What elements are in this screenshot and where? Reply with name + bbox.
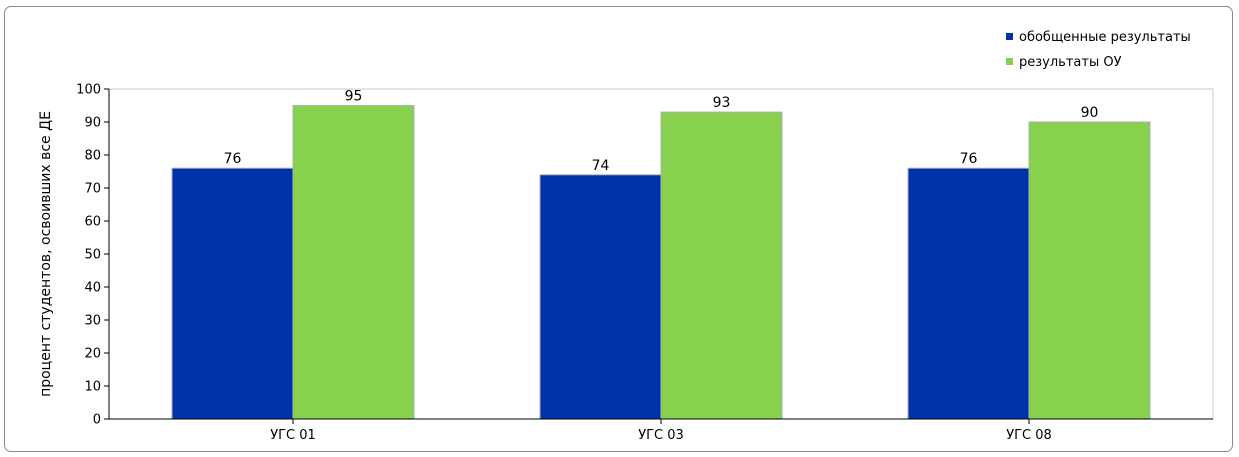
bar-institution-2	[660, 111, 783, 420]
y-tick-label: 70	[84, 182, 101, 197]
y-tick-label: 50	[84, 248, 101, 263]
data-label: 74	[592, 158, 610, 174]
bar-institution-3	[1028, 121, 1151, 420]
bar-generalized-3	[907, 167, 1030, 420]
data-label: 90	[1081, 105, 1099, 121]
data-label: 76	[224, 151, 242, 167]
plot-area: 0 10 20 30 40 50 60 70 80 90 100 76 95 УГС 01 74 93 УГС …	[76, 83, 1214, 443]
y-tick-label: 80	[84, 149, 101, 164]
y-tick-label: 0	[93, 413, 101, 428]
y-tick-label: 100	[76, 83, 101, 98]
y-tick-label: 60	[84, 215, 101, 230]
x-tick-label: УГС 03	[638, 428, 684, 443]
legend-entry: результаты ОУ	[1019, 55, 1122, 70]
y-tick-label: 20	[84, 347, 101, 362]
data-label: 76	[960, 151, 978, 167]
y-tick-label: 40	[84, 281, 101, 296]
legend-entry: обобщенные результаты	[1019, 30, 1191, 45]
y-tick-label: 10	[84, 380, 101, 395]
y-tick-label: 30	[84, 314, 101, 329]
data-label: 95	[345, 89, 363, 105]
legend: обобщенные результаты результаты ОУ	[1006, 30, 1191, 70]
bar-generalized-2	[539, 174, 662, 420]
y-tick-label: 90	[84, 116, 101, 131]
bar-institution-1	[292, 105, 415, 420]
legend-swatch	[1006, 33, 1013, 40]
data-label: 93	[713, 95, 731, 111]
y-axis-label: процент студентов, освоивших все ДЕ	[38, 111, 54, 397]
legend-swatch	[1006, 58, 1013, 65]
x-tick-label: УГС 01	[270, 428, 316, 443]
x-tick-label: УГС 08	[1006, 428, 1052, 443]
bar-generalized-1	[171, 167, 294, 420]
